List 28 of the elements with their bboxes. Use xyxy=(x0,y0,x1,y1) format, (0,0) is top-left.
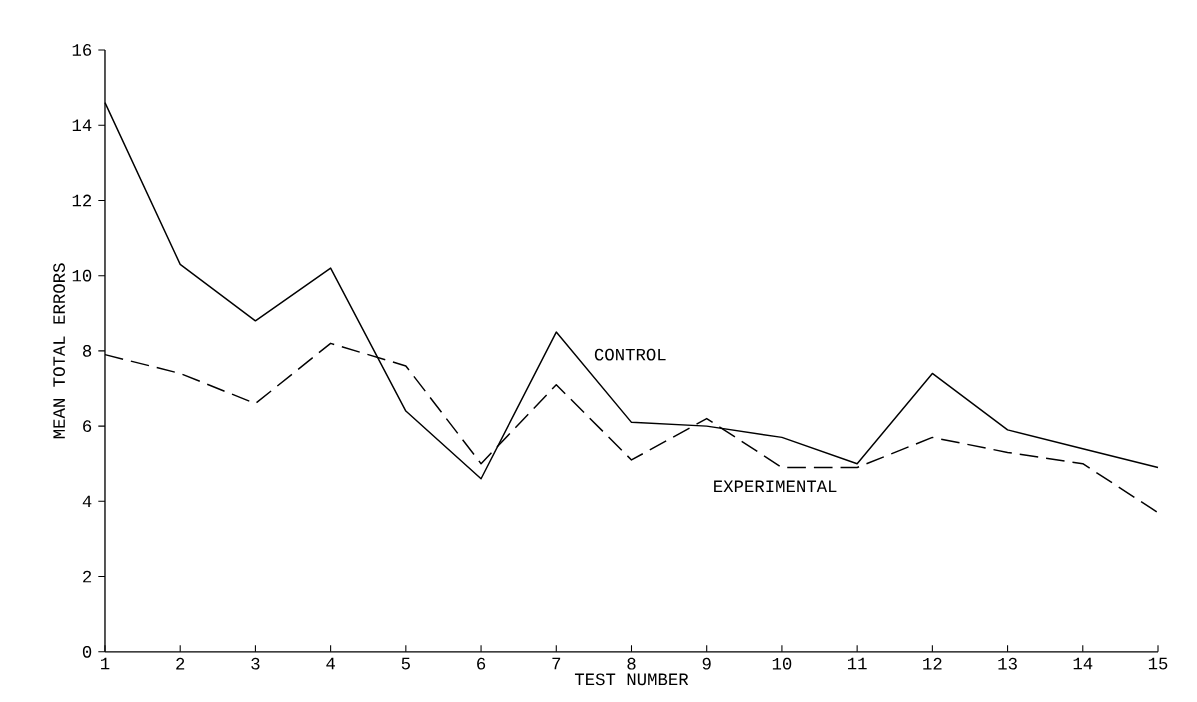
y-tick-label: 8 xyxy=(83,345,92,357)
x-tick-label: 15 xyxy=(1148,657,1168,670)
x-tick-label: 7 xyxy=(552,657,561,670)
y-tick-label: 0 xyxy=(82,646,92,658)
x-tick-label: 10 xyxy=(772,657,792,670)
x-tick-label: 12 xyxy=(923,657,942,670)
x-tick-label: 2 xyxy=(176,657,185,670)
y-tick-label: 16 xyxy=(72,44,92,56)
x-tick-label: 14 xyxy=(1073,657,1093,670)
y-tick-label: 2 xyxy=(83,570,92,583)
x-tick-label: 3 xyxy=(251,657,260,670)
x-tick-label: 8 xyxy=(627,657,636,670)
y-axis-title: MEAN TOTAL ERRORS xyxy=(53,263,65,439)
x-tick-label: 4 xyxy=(326,657,335,670)
y-tick-label: 14 xyxy=(72,119,92,132)
x-tick-label: 1 xyxy=(101,657,110,670)
x-axis-title: TEST NUMBER xyxy=(574,673,689,686)
x-tick-label: 6 xyxy=(477,657,486,670)
x-tick-label: 13 xyxy=(998,657,1017,670)
x-tick-label: 5 xyxy=(401,657,410,670)
y-tick-label: 4 xyxy=(82,495,92,508)
y-tick-label: 6 xyxy=(83,420,92,433)
series-label: EXPERIMENTAL xyxy=(714,480,837,493)
y-tick-label: 10 xyxy=(72,269,92,282)
x-tick-label: 11 xyxy=(848,657,867,670)
series-label: CONTROL xyxy=(594,348,666,361)
x-tick-label: 9 xyxy=(702,657,711,670)
y-tick-label: 12 xyxy=(72,194,92,207)
